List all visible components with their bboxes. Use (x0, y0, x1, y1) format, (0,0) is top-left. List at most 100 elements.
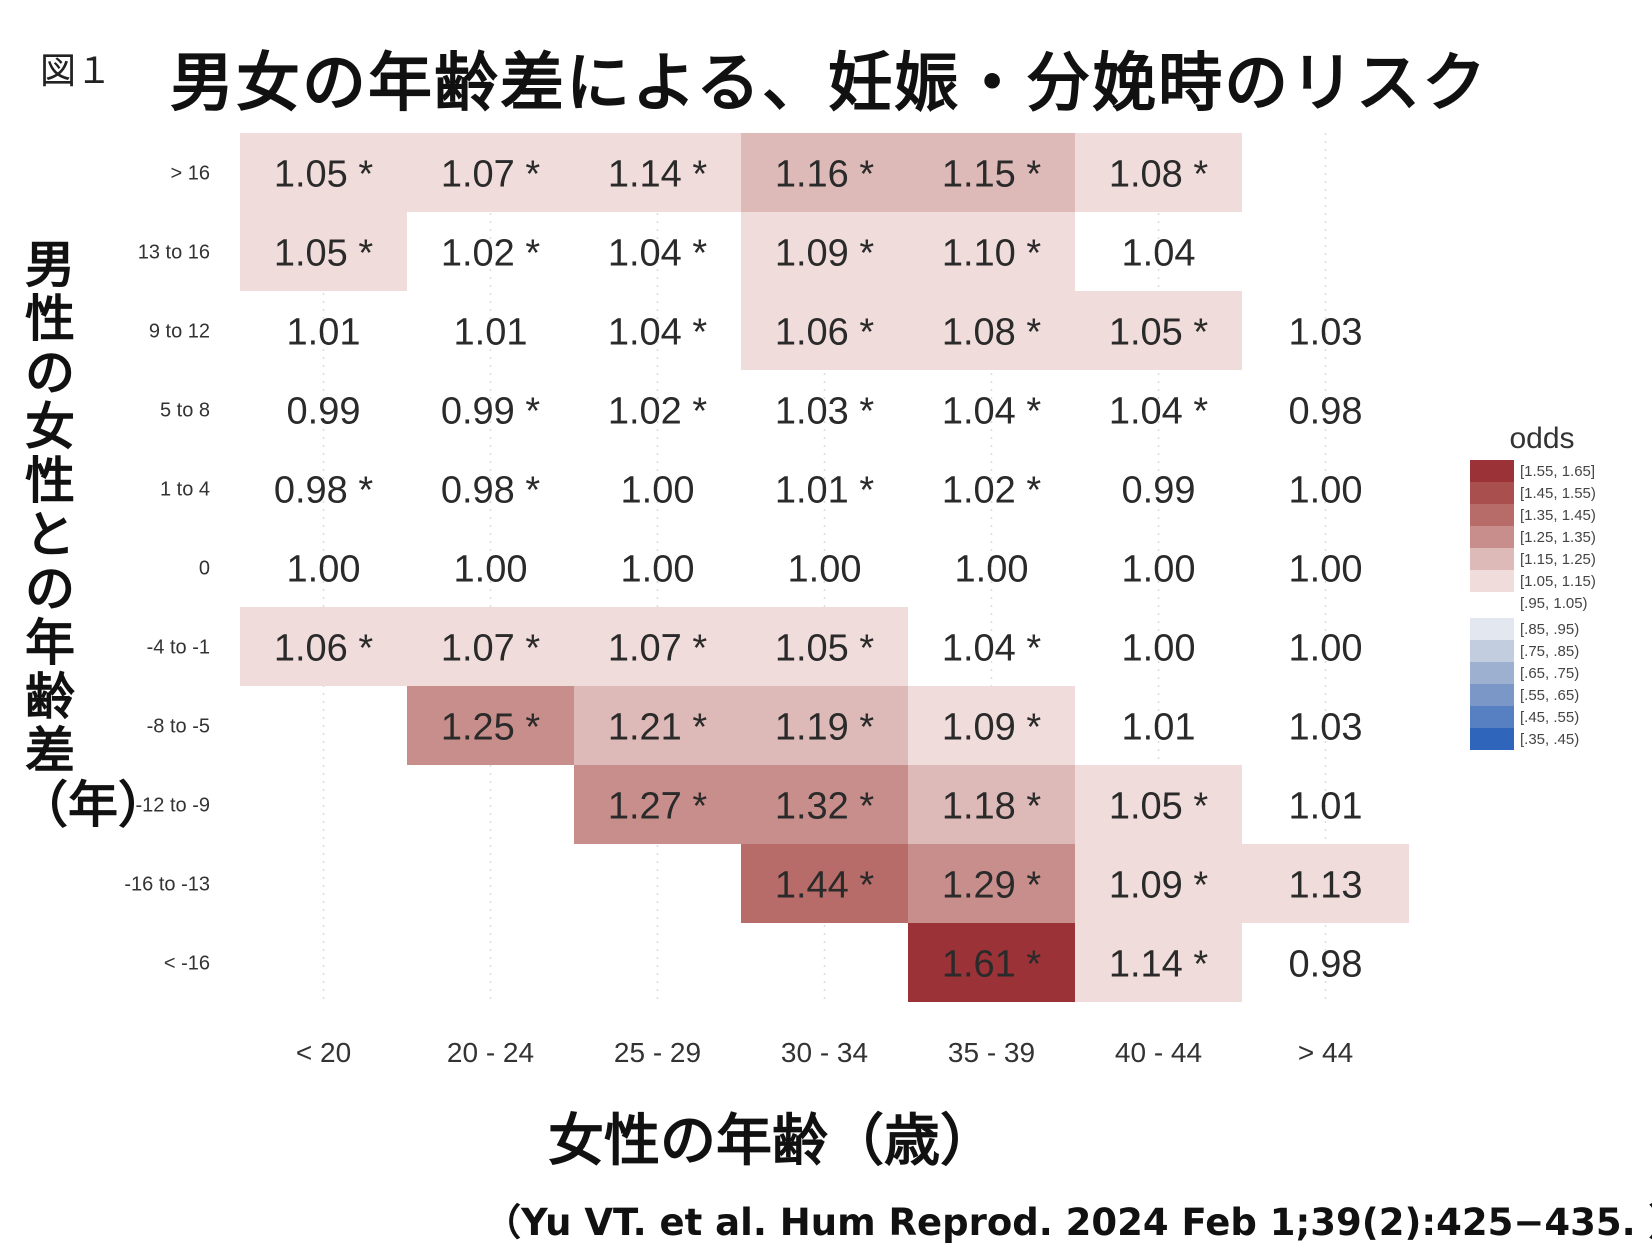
x-axis-title: 女性の年齢（歳） (548, 1109, 996, 1174)
cell-value-label: 1.13 (1289, 865, 1363, 907)
cell-value-label: 1.32 * (775, 786, 875, 828)
heatmap-cell (741, 765, 908, 844)
legend-swatch (1470, 706, 1514, 728)
y-tick-label: 0 (199, 558, 210, 580)
cell-value-label: 1.18 * (942, 786, 1042, 828)
heatmap-cell (908, 765, 1075, 844)
y-tick-label: 9 to 12 (149, 321, 210, 343)
heatmap-cell (908, 844, 1075, 923)
y-tick-label: > 16 (171, 163, 210, 185)
cell-value-label: 1.00 (788, 549, 862, 591)
legend-label: [1.05, 1.15) (1520, 573, 1596, 590)
heatmap-cell (1075, 844, 1242, 923)
cell-value-label: 1.09 * (775, 233, 875, 275)
cell-value-label: 1.03 (1289, 707, 1363, 749)
cell-value-label: 0.98 * (274, 470, 374, 512)
y-tick-label: -8 to -5 (147, 716, 210, 738)
cell-value-label: 1.14 * (608, 154, 708, 196)
heatmap-cell (1075, 765, 1242, 844)
cell-value-label: 1.10 * (942, 233, 1042, 275)
legend-label: [1.25, 1.35) (1520, 529, 1596, 546)
heatmap-cell (741, 212, 908, 291)
cell-value-label: 1.04 * (608, 233, 708, 275)
cell-value-label: 1.05 * (775, 628, 875, 670)
cell-value-label: 1.01 (454, 312, 528, 354)
legend-label: [.85, .95) (1520, 621, 1579, 638)
x-tick-label: < 20 (296, 1037, 351, 1068)
legend-label: [.45, .55) (1520, 709, 1579, 726)
heatmap-cell (1075, 923, 1242, 1002)
cell-value-label: 1.14 * (1109, 944, 1209, 986)
legend-swatch (1470, 640, 1514, 662)
cell-value-label: 1.00 (1289, 470, 1363, 512)
y-tick-label: -4 to -1 (147, 637, 210, 659)
cell-value-label: 1.00 (1289, 628, 1363, 670)
cell-value-label: 1.05 * (1109, 312, 1209, 354)
legend-swatch (1470, 504, 1514, 526)
cell-value-label: 1.01 * (775, 470, 875, 512)
legend-swatch (1470, 526, 1514, 548)
legend-label: [.55, .65) (1520, 687, 1579, 704)
cell-value-label: 1.61 * (942, 944, 1042, 986)
x-tick-label: 35 - 39 (948, 1037, 1035, 1068)
heatmap-cell (240, 212, 407, 291)
cell-value-label: 1.00 (454, 549, 528, 591)
x-tick-label: 30 - 34 (781, 1037, 868, 1068)
heatmap-cell (741, 133, 908, 212)
cell-value-label: 1.08 * (1109, 154, 1209, 196)
legend-swatch (1470, 460, 1514, 482)
cell-value-label: 1.04 * (942, 391, 1042, 433)
heatmap-cell (1242, 844, 1409, 923)
legend-label: [.35, .45) (1520, 731, 1579, 748)
cell-value-label: 1.15 * (942, 154, 1042, 196)
legend-swatch (1470, 662, 1514, 684)
cell-value-label: 1.04 * (942, 628, 1042, 670)
legend-label: [1.45, 1.55) (1520, 485, 1596, 502)
cell-value-label: 1.09 * (1109, 865, 1209, 907)
cell-value-label: 0.98 (1289, 944, 1363, 986)
heatmap-cell (574, 765, 741, 844)
heatmap-cell (741, 844, 908, 923)
cell-value-label: 0.98 * (441, 470, 541, 512)
cell-value-label: 1.05 * (274, 154, 374, 196)
cell-value-label: 1.29 * (942, 865, 1042, 907)
legend-swatch (1470, 548, 1514, 570)
heatmap-cell (1075, 291, 1242, 370)
heatmap-cell (908, 133, 1075, 212)
heatmap-cell (407, 686, 574, 765)
heatmap-cell (741, 686, 908, 765)
x-tick-label: 20 - 24 (447, 1037, 534, 1068)
heatmap-cell (908, 923, 1075, 1002)
legend-label: [1.15, 1.25) (1520, 551, 1596, 568)
y-tick-label: 13 to 16 (138, 242, 210, 264)
heatmap-cell (1075, 133, 1242, 212)
y-tick-label: -12 to -9 (136, 795, 210, 817)
cell-value-label: 1.00 (621, 549, 695, 591)
cell-value-label: 1.05 * (1109, 786, 1209, 828)
y-tick-label: < -16 (164, 953, 210, 975)
heatmap-cell (574, 686, 741, 765)
cell-value-label: 0.98 (1289, 391, 1363, 433)
cell-value-label: 1.00 (1289, 549, 1363, 591)
cell-value-label: 1.00 (287, 549, 361, 591)
heatmap-cell (574, 133, 741, 212)
chart-title: 男女の年齢差による、妊娠・分娩時のリスク (170, 47, 1489, 121)
cell-value-label: 0.99 (287, 391, 361, 433)
cell-value-label: 1.06 * (274, 628, 374, 670)
x-tick-label: 40 - 44 (1115, 1037, 1202, 1068)
citation: （Yu VT. et al. Hum Reprod. 2024 Feb 1;39… (484, 1201, 1652, 1244)
cell-value-label: 1.19 * (775, 707, 875, 749)
cell-value-label: 1.02 * (608, 391, 708, 433)
y-tick-label: -16 to -13 (124, 874, 210, 896)
y-tick-label: 5 to 8 (160, 400, 210, 422)
cell-value-label: 1.04 * (608, 312, 708, 354)
y-tick-label: 1 to 4 (160, 479, 210, 501)
cell-value-label: 1.27 * (608, 786, 708, 828)
cell-value-label: 1.03 (1289, 312, 1363, 354)
cell-value-label: 1.02 * (942, 470, 1042, 512)
cell-value-label: 0.99 * (441, 391, 541, 433)
heatmap-cell (574, 607, 741, 686)
legend-label: [.95, 1.05) (1520, 595, 1588, 612)
x-tick-label: > 44 (1298, 1037, 1353, 1068)
legend-swatch (1470, 684, 1514, 706)
